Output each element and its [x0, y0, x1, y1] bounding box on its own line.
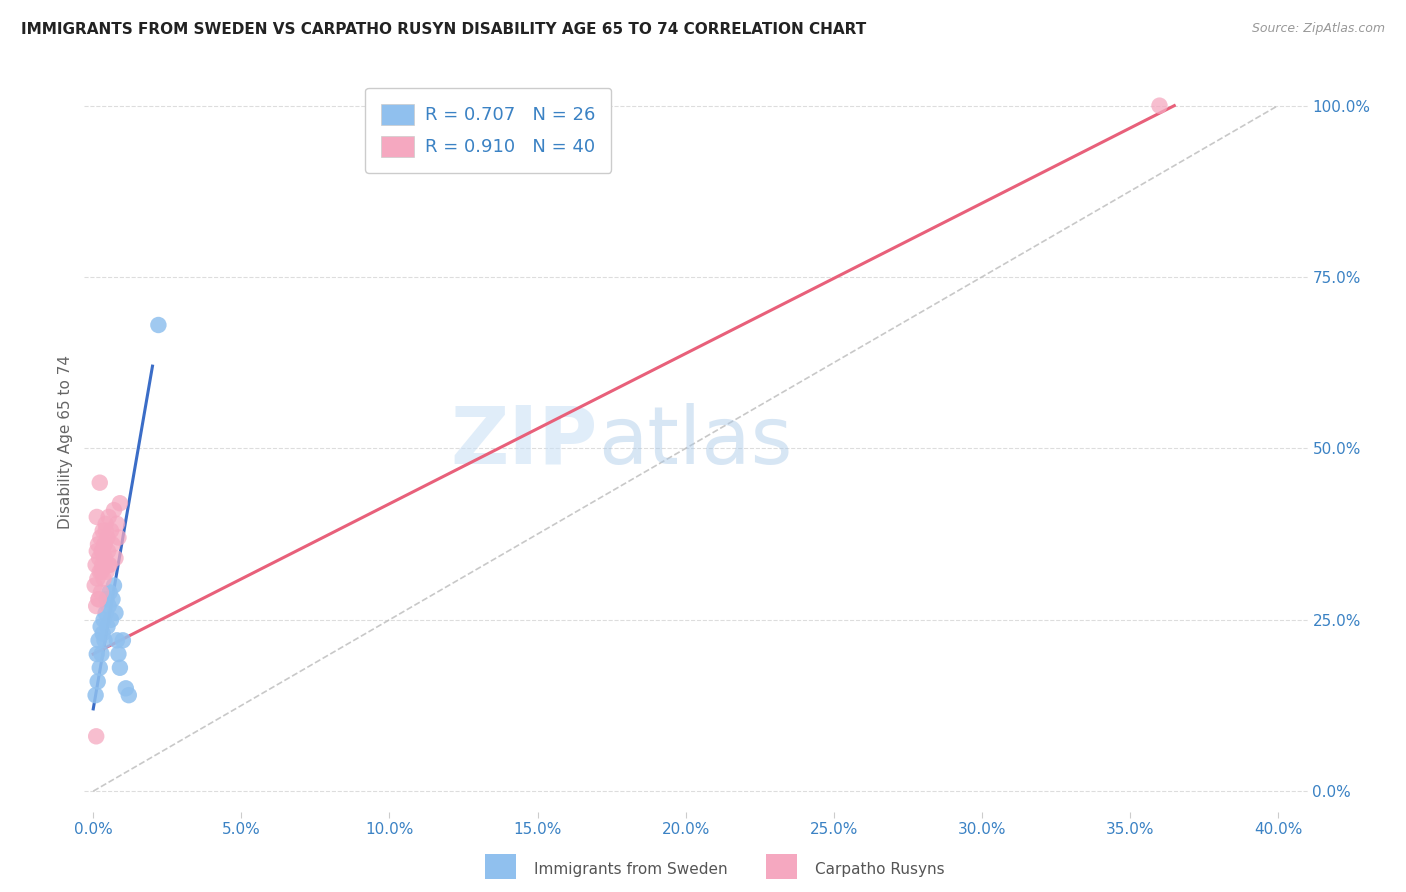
Point: [89, 565, 111, 579]
Point: [96, 565, 118, 579]
Point: [108, 661, 131, 675]
Point: [91, 558, 114, 572]
Point: [111, 633, 134, 648]
Point: [94, 524, 117, 538]
Point: [114, 681, 136, 696]
Point: [103, 503, 125, 517]
Point: [93, 633, 115, 648]
Point: [83, 578, 105, 592]
Point: [89, 661, 111, 675]
Point: [118, 688, 141, 702]
Point: [1149, 98, 1171, 112]
Point: [93, 537, 115, 551]
Point: [107, 647, 129, 661]
Point: [105, 516, 128, 531]
Point: [90, 619, 112, 633]
Point: [97, 558, 120, 572]
Point: [84, 729, 107, 743]
Y-axis label: Disability Age 65 to 74: Disability Age 65 to 74: [58, 354, 73, 529]
Point: [96, 592, 118, 607]
Point: [86, 674, 108, 689]
Text: IMMIGRANTS FROM SWEDEN VS CARPATHO RUSYN DISABILITY AGE 65 TO 74 CORRELATION CHA: IMMIGRANTS FROM SWEDEN VS CARPATHO RUSYN…: [21, 22, 866, 37]
Point: [89, 551, 111, 566]
Point: [89, 475, 111, 490]
Point: [86, 647, 108, 661]
Point: [84, 599, 107, 613]
Point: [90, 565, 112, 579]
Point: [148, 318, 170, 332]
Point: [103, 578, 125, 592]
Point: [93, 613, 115, 627]
Point: [87, 592, 110, 607]
Point: [90, 544, 112, 558]
Point: [108, 496, 131, 510]
Point: [87, 633, 110, 648]
Legend: R = 0.707   N = 26, R = 0.910   N = 40: R = 0.707 N = 26, R = 0.910 N = 40: [366, 87, 612, 173]
Point: [97, 510, 120, 524]
Point: [97, 599, 120, 613]
Text: Immigrants from Sweden: Immigrants from Sweden: [534, 863, 728, 877]
Point: [91, 626, 114, 640]
Point: [93, 572, 115, 586]
Point: [94, 606, 117, 620]
Text: ZIP: ZIP: [451, 402, 598, 481]
Point: [90, 585, 112, 599]
Point: [94, 551, 117, 566]
Point: [96, 531, 118, 545]
Text: atlas: atlas: [598, 402, 793, 481]
Point: [87, 592, 110, 607]
Point: [94, 516, 117, 531]
Point: [84, 688, 107, 702]
Point: [100, 613, 122, 627]
Point: [86, 572, 108, 586]
Text: Carpatho Rusyns: Carpatho Rusyns: [815, 863, 945, 877]
Point: [86, 510, 108, 524]
Point: [84, 558, 107, 572]
Text: Source: ZipAtlas.com: Source: ZipAtlas.com: [1251, 22, 1385, 36]
Point: [91, 544, 114, 558]
Point: [91, 524, 114, 538]
Point: [104, 606, 127, 620]
Point: [96, 619, 118, 633]
Point: [101, 592, 124, 607]
Point: [89, 531, 111, 545]
Point: [104, 551, 127, 566]
Point: [98, 558, 121, 572]
Point: [105, 633, 128, 648]
Point: [107, 531, 129, 545]
Point: [87, 537, 110, 551]
Point: [97, 544, 120, 558]
Point: [98, 585, 121, 599]
Point: [86, 544, 108, 558]
Point: [90, 647, 112, 661]
Point: [100, 524, 122, 538]
Point: [93, 537, 115, 551]
Point: [101, 537, 124, 551]
